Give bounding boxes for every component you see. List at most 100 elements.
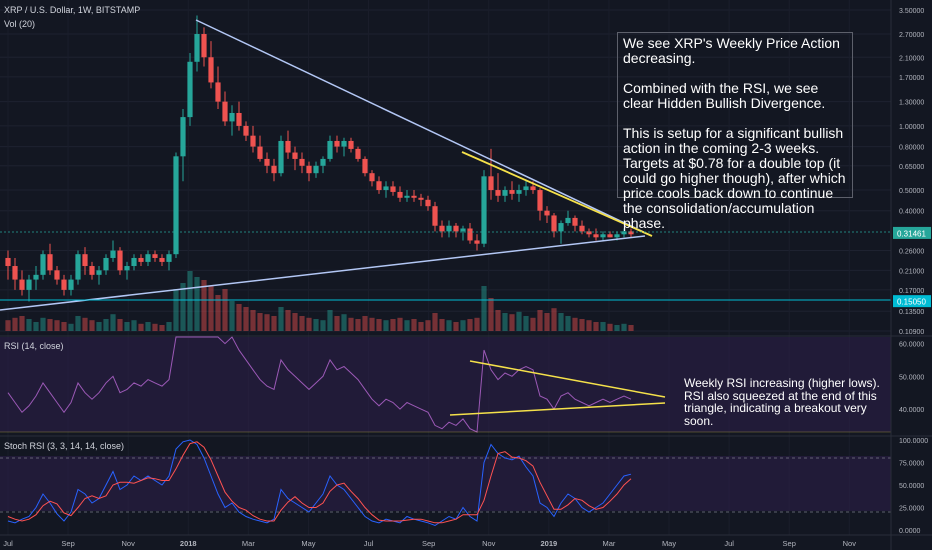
volume-bar <box>418 322 424 331</box>
candle-body <box>131 257 137 267</box>
candle-body <box>572 217 578 226</box>
volume-bar <box>61 322 67 331</box>
volume-bar <box>369 317 375 331</box>
volume-bar <box>341 314 347 331</box>
volume-bar <box>215 295 221 331</box>
volume-bar <box>201 280 207 331</box>
candle-body <box>47 254 53 271</box>
volume-bar <box>565 316 571 331</box>
candle-body <box>271 165 277 174</box>
candle-body <box>26 279 32 290</box>
candle-body <box>180 117 186 157</box>
price-tick-label: 0.21000 <box>899 268 924 275</box>
volume-bar <box>523 316 529 331</box>
time-tick-label: May <box>301 539 315 548</box>
candle-body <box>446 225 452 232</box>
candle-body <box>495 190 501 196</box>
candle-body <box>222 101 228 122</box>
candle-body <box>159 257 165 262</box>
volume-bar <box>376 319 382 331</box>
candle-body <box>614 234 620 238</box>
stoch-k-line <box>7 439 632 527</box>
candle-body <box>502 190 508 196</box>
volume-bar <box>362 316 368 331</box>
analysis-note[interactable]: We see XRP's Weekly Price Action decreas… <box>617 32 853 231</box>
candle-body <box>390 186 396 192</box>
price-tick-label: 0.40000 <box>899 209 924 216</box>
volume-bar <box>488 298 494 331</box>
rsi-note[interactable]: Weekly RSI increasing (higher lows). RSI… <box>684 376 880 428</box>
candle-body <box>187 61 193 118</box>
volume-bar <box>355 319 361 331</box>
rsi-tick-label: 60.0000 <box>899 342 924 349</box>
candle-body <box>33 274 39 280</box>
candle-body <box>299 158 305 166</box>
stoch-tick-label: 50.0000 <box>899 483 924 490</box>
stoch-band <box>0 456 891 511</box>
descending-trendline <box>195 19 651 236</box>
volume-bar <box>537 310 543 331</box>
volume-bar <box>54 320 60 331</box>
candle-body <box>124 266 130 271</box>
candle-body <box>145 254 151 262</box>
volume-bar <box>159 325 165 331</box>
volume-bar <box>439 319 445 331</box>
time-tick-label: Jul <box>724 539 734 548</box>
yellow-resistance-line <box>461 151 653 237</box>
volume-bar <box>40 317 46 331</box>
volume-legend[interactable]: Vol (20) <box>4 19 36 29</box>
volume-bar <box>397 317 403 331</box>
candle-body <box>68 279 74 290</box>
candle-body <box>75 254 81 280</box>
price-tick-label: 0.80000 <box>899 145 924 152</box>
volume-bar <box>481 286 487 331</box>
volume-bar <box>26 319 32 331</box>
volume-bar <box>47 319 53 331</box>
volume-bar <box>306 317 312 331</box>
volume-bar <box>614 325 620 331</box>
volume-bar <box>474 317 480 331</box>
candle-body <box>215 82 221 102</box>
candle-body <box>341 140 347 147</box>
volume-bar <box>68 323 74 331</box>
volume-bar <box>292 313 298 331</box>
candle-body <box>103 257 109 271</box>
volume-bar <box>572 317 578 331</box>
candle-body <box>292 152 298 159</box>
rsi-legend[interactable]: RSI (14, close) <box>4 341 64 351</box>
volume-bar <box>607 323 613 331</box>
candle-body <box>313 165 319 174</box>
candle-body <box>474 240 480 244</box>
price-tick-label: 0.26000 <box>899 249 924 256</box>
candle-body <box>488 176 494 191</box>
price-tick-label: 1.70000 <box>899 75 924 82</box>
time-tick-label: 2019 <box>540 539 557 548</box>
candle-body <box>19 279 25 290</box>
candle-body <box>243 125 249 136</box>
symbol-title[interactable]: XRP / U.S. Dollar, 1W, BITSTAMP <box>4 5 141 15</box>
volume-bar <box>75 316 81 331</box>
volume-bar <box>264 314 270 331</box>
candle-body <box>551 215 557 232</box>
volume-bar <box>271 316 277 331</box>
candle-body <box>54 270 60 280</box>
volume-bar <box>334 316 340 331</box>
candle-body <box>453 225 459 232</box>
candle-body <box>5 257 11 267</box>
candle-body <box>516 190 522 194</box>
time-tick-label: Sep <box>422 539 435 548</box>
candle-body <box>278 140 284 174</box>
volume-bar <box>166 322 172 331</box>
volume-bar <box>404 320 410 331</box>
stoch-rsi-series <box>0 439 891 527</box>
volume-bar <box>383 320 389 331</box>
volume-bar <box>411 319 417 331</box>
candle-body <box>621 231 627 235</box>
candle-body <box>411 195 417 198</box>
stoch-tick-label: 0.0000 <box>899 528 921 535</box>
price-tick-label: 0.31461 <box>897 229 926 238</box>
candle-body <box>229 112 235 122</box>
stoch-legend[interactable]: Stoch RSI (3, 3, 14, 14, close) <box>4 441 125 451</box>
candle-body <box>439 225 445 232</box>
